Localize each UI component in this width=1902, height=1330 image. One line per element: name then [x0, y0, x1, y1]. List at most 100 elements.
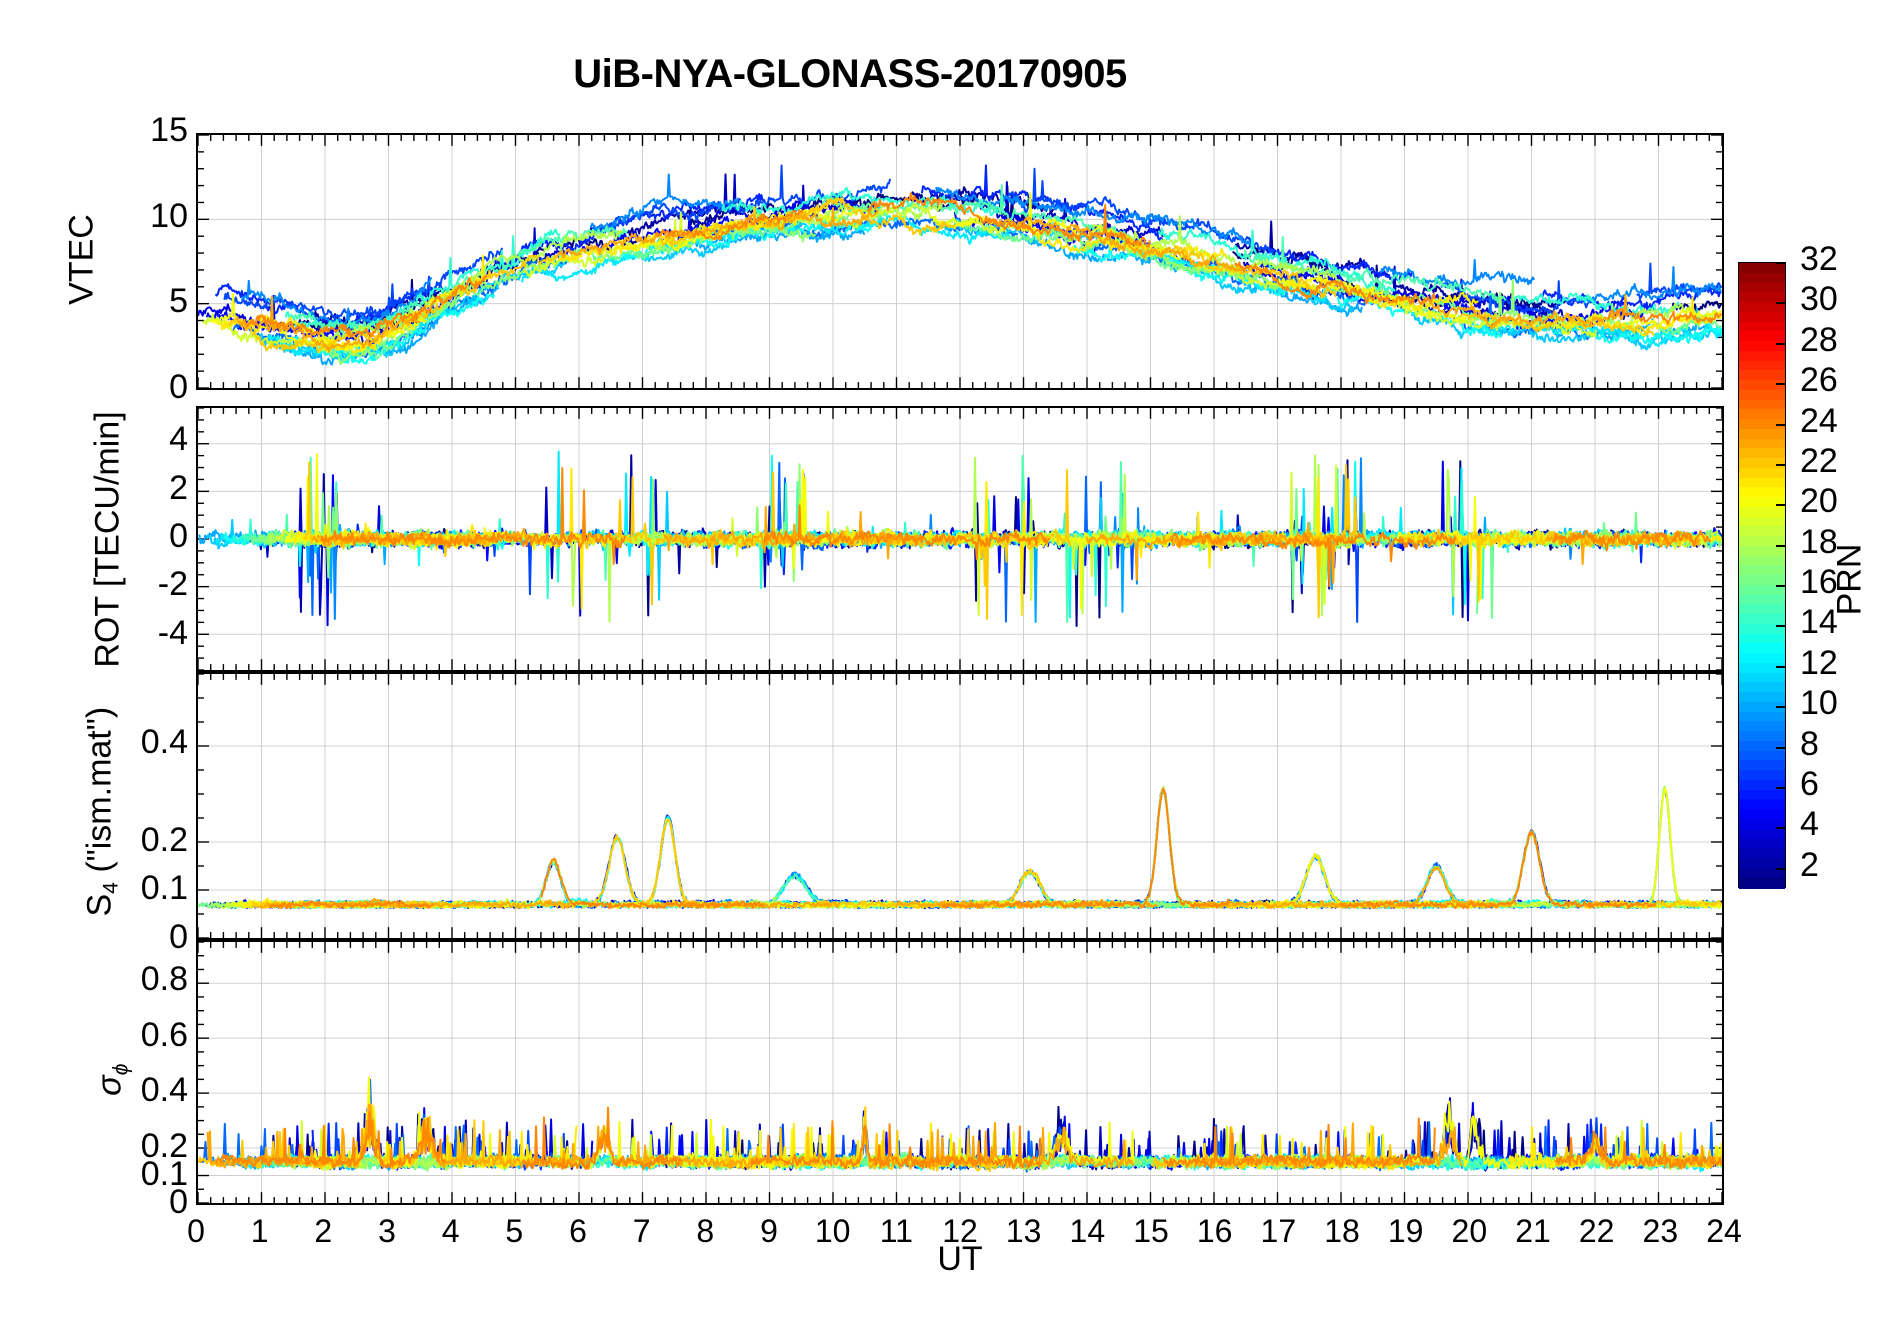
prn-trace [1017, 223, 1228, 261]
colorbar-segment [1739, 389, 1785, 402]
colorbar-segment [1739, 604, 1785, 616]
prn-trace [1193, 264, 1355, 313]
prn-trace [1085, 521, 1347, 584]
y-tick-label: 0.1 [140, 1155, 188, 1194]
colorbar-tick-mark [1776, 787, 1786, 790]
prn-trace [599, 481, 848, 581]
x-tick-label: 12 [942, 1213, 978, 1249]
colorbar-segment [1739, 653, 1785, 665]
colorbar-segment [1739, 409, 1785, 421]
colorbar-segment [1739, 331, 1785, 343]
colorbar-segment [1739, 662, 1785, 675]
x-tick-label: 5 [505, 1213, 524, 1249]
colorbar-segment [1739, 311, 1785, 324]
x-tick-label: 23 [1642, 1213, 1679, 1249]
colorbar-tick-label: 14 [1800, 603, 1838, 642]
prn-trace [1195, 899, 1507, 909]
colorbar-segment [1739, 477, 1785, 490]
x-tick-label: 14 [1069, 1213, 1106, 1249]
prn-trace [320, 466, 627, 565]
axis-ticks [198, 135, 1722, 388]
colorbar-segment [1739, 360, 1785, 373]
prn-trace [521, 1106, 683, 1171]
colorbar-tick-mark [1776, 544, 1786, 547]
colorbar-segment [1739, 633, 1785, 646]
y-tick-label: 0 [169, 1183, 188, 1221]
colorbar-tick-mark [1776, 342, 1786, 345]
x-tick-label: 2 [314, 1213, 333, 1249]
y-tick-label: 0.2 [140, 1127, 188, 1166]
prn-trace [545, 815, 840, 909]
colorbar-segment [1739, 302, 1785, 314]
colorbar-tick-mark [1776, 504, 1786, 507]
y-tick-label: -2 [157, 565, 188, 604]
data-traces [198, 164, 1722, 366]
x-tick-label: 19 [1387, 1213, 1424, 1249]
colorbar-segment [1739, 536, 1785, 548]
colorbar-segment [1739, 497, 1785, 509]
panel-sigma-phi [196, 940, 1724, 1205]
colorbar-segment [1739, 467, 1785, 480]
colorbar-tick-label: 2 [1800, 845, 1819, 884]
axis-ticks [198, 942, 1722, 1203]
colorbar-title: PRN [1830, 543, 1869, 616]
x-tick-label: 16 [1196, 1213, 1233, 1249]
prn-trace [289, 860, 579, 909]
prn-trace [1588, 790, 1722, 910]
x-tick-label: 20 [1451, 1213, 1488, 1249]
prn-trace [642, 814, 815, 909]
y-tick-label: 0.6 [140, 1015, 188, 1054]
colorbar-segment [1739, 506, 1785, 519]
prn-trace [1262, 459, 1556, 590]
colorbar-segment [1739, 828, 1785, 841]
colorbar-segment [1739, 692, 1785, 704]
colorbar-segment [1739, 789, 1785, 802]
data-traces [198, 785, 1722, 910]
colorbar-segment [1739, 380, 1785, 392]
x-tick-label: 24 [1706, 1213, 1742, 1249]
prn-trace [1459, 309, 1655, 337]
prn-trace [1277, 274, 1468, 323]
prn-trace [567, 454, 873, 588]
panel-vtec [196, 133, 1724, 390]
prn-trace [1607, 307, 1722, 325]
colorbar-tick-label: 16 [1800, 563, 1838, 602]
x-tick-label: 17 [1260, 1213, 1297, 1249]
colorbar-segment [1739, 867, 1785, 880]
x-tick-label: 21 [1515, 1213, 1551, 1249]
colorbar-segment [1739, 350, 1785, 363]
colorbar-segment [1739, 555, 1785, 568]
colorbar-segment [1739, 575, 1785, 587]
prn-trace [750, 1120, 1042, 1170]
prn-trace [731, 468, 912, 570]
prn-trace [1586, 266, 1722, 304]
prn-trace [555, 207, 880, 260]
colorbar-segment [1739, 672, 1785, 685]
colorbar-segment [1739, 341, 1785, 353]
x-tick-label: 4 [441, 1213, 460, 1249]
colorbar-tick-label: 22 [1800, 441, 1838, 480]
colorbar-segment [1739, 419, 1785, 431]
colorbar-segment [1739, 682, 1785, 694]
colorbar-tick-mark [1776, 867, 1786, 870]
prn-trace [245, 275, 488, 338]
prn-trace [655, 209, 804, 241]
colorbar-tick-mark [1776, 665, 1786, 668]
colorbar-segment [1739, 584, 1785, 597]
y-tick-label: 2 [169, 468, 188, 507]
colorbar-tick-label: 6 [1800, 765, 1819, 804]
prn-trace [1234, 261, 1436, 305]
prn-trace [540, 857, 764, 910]
colorbar-tick-label: 28 [1800, 320, 1838, 359]
x-tick-label: 3 [378, 1213, 396, 1249]
prn-trace [1651, 318, 1722, 337]
prn-trace [596, 461, 860, 571]
prn-trace [574, 817, 828, 909]
panel-rot [196, 406, 1724, 672]
prn-trace [1553, 529, 1712, 552]
colorbar-tick-label: 24 [1800, 401, 1838, 440]
colorbar-segment [1739, 545, 1785, 558]
axis-ticks [198, 408, 1722, 670]
colorbar-prn[interactable] [1738, 262, 1786, 889]
prn-trace [543, 818, 714, 909]
